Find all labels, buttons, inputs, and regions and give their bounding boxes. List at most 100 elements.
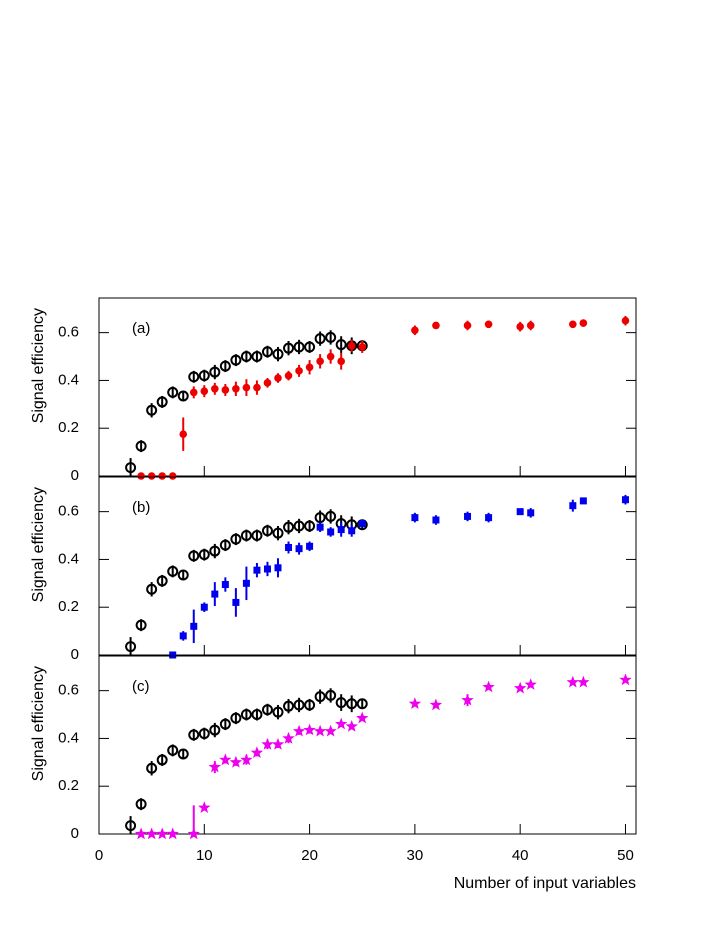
marker: [335, 717, 348, 730]
marker: [146, 762, 158, 774]
marker: [198, 801, 211, 813]
marker: [179, 632, 187, 640]
marker: [261, 346, 273, 358]
marker: [253, 566, 261, 574]
y-tick-label: 0.2: [58, 598, 79, 615]
marker: [356, 711, 369, 724]
x-tick-label: 20: [301, 847, 318, 864]
marker: [345, 720, 358, 732]
x-tick-label: 30: [407, 847, 424, 864]
marker: [134, 827, 148, 840]
marker: [230, 354, 242, 366]
marker: [219, 360, 231, 372]
marker: [283, 521, 295, 533]
marker: [304, 520, 316, 532]
marker: [304, 341, 316, 353]
marker: [251, 351, 263, 363]
marker: [219, 718, 231, 730]
marker: [147, 472, 156, 480]
marker: [177, 748, 189, 760]
marker: [263, 379, 272, 387]
marker: [240, 753, 253, 766]
marker: [272, 348, 284, 360]
marker: [251, 709, 263, 721]
y-tick-label: 0.4: [58, 729, 79, 746]
marker: [411, 514, 419, 522]
marker: [198, 728, 210, 740]
marker: [335, 697, 347, 709]
marker: [198, 549, 210, 561]
marker: [209, 545, 221, 557]
marker: [293, 341, 305, 353]
marker: [524, 678, 537, 690]
marker: [125, 462, 137, 474]
marker: [242, 579, 250, 587]
marker: [303, 723, 316, 736]
plot-frame: [98, 655, 637, 835]
marker: [156, 575, 168, 587]
y-tick-label: 0.4: [58, 550, 79, 567]
marker: [229, 755, 243, 768]
marker: [251, 530, 263, 542]
marker: [167, 565, 179, 577]
marker: [146, 583, 158, 595]
marker: [348, 527, 356, 535]
marker: [293, 520, 305, 532]
marker: [516, 508, 524, 516]
marker: [325, 331, 337, 343]
marker: [358, 520, 366, 528]
marker: [293, 699, 305, 711]
y-tick-label: 0.2: [58, 777, 79, 794]
marker: [432, 516, 440, 524]
marker: [240, 351, 252, 363]
marker: [261, 525, 273, 537]
marker: [188, 729, 200, 741]
x-tick-label: 50: [617, 847, 634, 864]
marker: [209, 366, 221, 378]
marker: [283, 342, 295, 354]
marker: [283, 700, 295, 712]
marker: [253, 383, 261, 392]
marker: [156, 396, 168, 408]
marker: [429, 698, 443, 711]
marker: [221, 386, 230, 394]
marker: [327, 528, 335, 536]
marker: [211, 590, 219, 598]
marker: [621, 496, 629, 504]
marker: [526, 321, 535, 330]
marker: [169, 651, 177, 659]
marker: [261, 737, 274, 750]
x-tick-label: 10: [196, 847, 213, 864]
marker: [577, 675, 590, 688]
marker: [337, 526, 345, 534]
y-tick-label: 0.6: [58, 503, 79, 520]
marker: [156, 827, 169, 840]
marker: [411, 326, 419, 335]
marker: [482, 680, 495, 693]
plot-frame: [98, 476, 637, 656]
marker: [619, 673, 632, 686]
marker: [485, 514, 493, 522]
marker: [240, 709, 252, 721]
marker: [306, 542, 314, 550]
marker: [250, 746, 264, 758]
marker: [325, 510, 337, 522]
x-tick-label: 40: [512, 847, 529, 864]
marker: [566, 675, 579, 688]
panel-label: (b): [132, 499, 150, 516]
marker: [295, 545, 303, 553]
marker: [346, 698, 358, 710]
marker: [230, 712, 242, 724]
marker: [158, 472, 166, 480]
y-tick-label: 0: [71, 467, 79, 484]
marker: [187, 827, 200, 840]
marker: [166, 827, 179, 840]
y-tick-label: 0: [71, 646, 79, 663]
marker: [326, 352, 335, 361]
marker: [579, 497, 587, 505]
marker: [432, 321, 440, 330]
marker: [284, 371, 293, 380]
marker: [125, 641, 137, 653]
marker: [337, 357, 345, 366]
marker: [167, 386, 179, 398]
